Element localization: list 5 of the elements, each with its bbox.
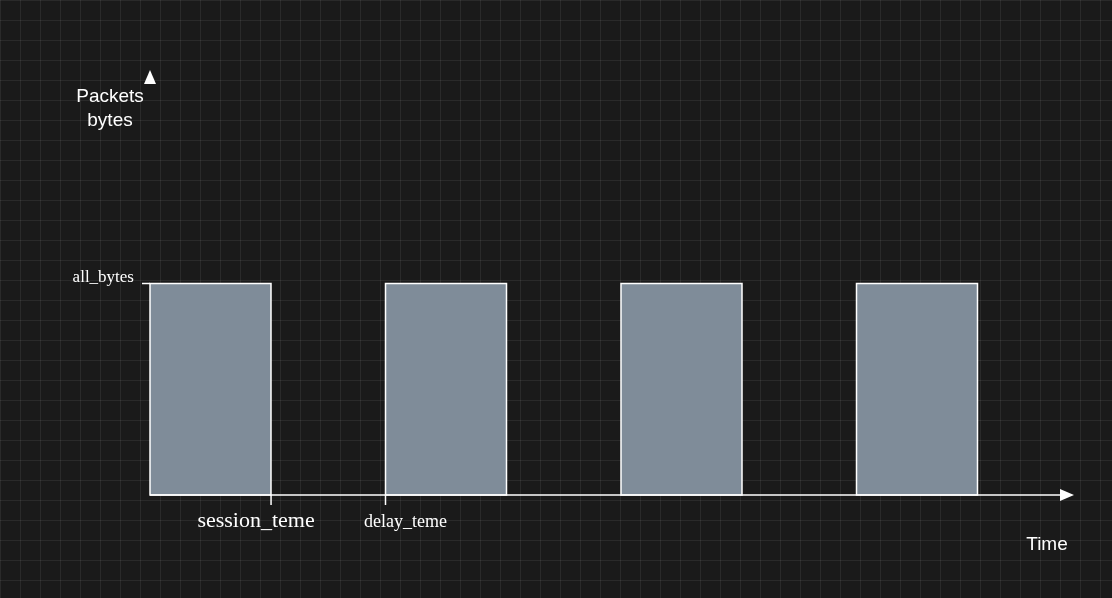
text: session_teme	[197, 507, 315, 532]
text: delay_teme	[364, 511, 447, 531]
x-axis-title: Time	[1026, 533, 1068, 554]
text: all_bytes	[72, 266, 134, 286]
text: Packets bytes	[76, 85, 144, 130]
